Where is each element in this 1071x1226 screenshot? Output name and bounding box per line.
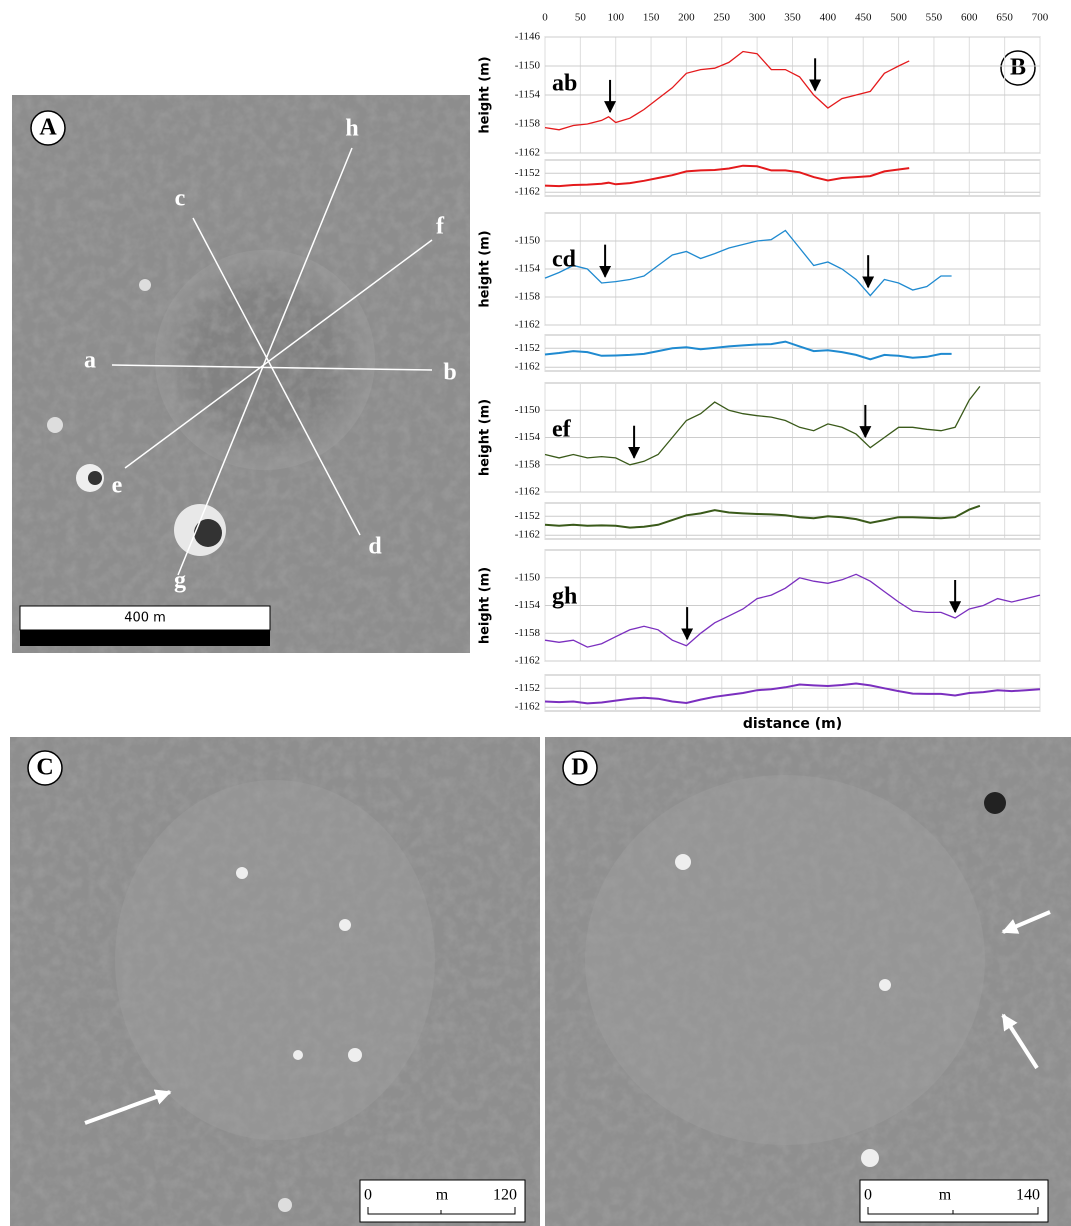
x-tick-label: 550 xyxy=(926,12,943,24)
y-tick-label: -1162 xyxy=(515,486,540,498)
profile-line xyxy=(545,52,909,130)
y-tick-label: -1154 xyxy=(515,431,541,443)
texture xyxy=(10,737,540,1226)
x-tick-label: 650 xyxy=(996,12,1013,24)
x-tick-label: 400 xyxy=(820,12,837,24)
profile-line xyxy=(545,386,980,464)
point-label: h xyxy=(345,116,358,142)
point-label: b xyxy=(443,360,456,386)
x-tick-label: 50 xyxy=(575,12,587,24)
panel-d: D 0 m 140 xyxy=(545,737,1071,1226)
point-label: g xyxy=(174,568,186,594)
figure: a b c d e f g h A 400 m B C 0 m 120 xyxy=(0,0,1071,1226)
profile-line xyxy=(545,166,909,186)
x-tick-label: 450 xyxy=(855,12,872,24)
point-label: e xyxy=(112,473,123,499)
profile-label: ef xyxy=(552,417,572,443)
x-tick-label: 100 xyxy=(607,12,624,24)
x-tick-label: 500 xyxy=(890,12,907,24)
scale-label: m xyxy=(436,1187,449,1204)
profile-label: ab xyxy=(552,71,577,97)
y-axis-label: height (m) xyxy=(478,567,493,644)
crater xyxy=(194,519,222,547)
x-tick-label: 150 xyxy=(643,12,660,24)
scale-bar xyxy=(20,630,270,646)
crater xyxy=(47,417,63,433)
y-tick-label: -1152 xyxy=(515,342,540,354)
panel-c: C 0 m 120 xyxy=(10,737,540,1226)
crater xyxy=(139,279,151,291)
crater xyxy=(984,792,1006,814)
x-tick-label: 0 xyxy=(542,12,548,24)
scale-label: 140 xyxy=(1016,1187,1040,1204)
y-tick-label: -1154 xyxy=(515,89,541,101)
panel-label: A xyxy=(39,115,57,141)
y-tick-label: -1154 xyxy=(515,599,541,611)
page: {"panels": { "A": {"label": "A", "points… xyxy=(0,0,1071,1226)
y-tick-label: -1158 xyxy=(515,118,541,130)
crater xyxy=(278,1198,292,1212)
profile-line xyxy=(545,342,952,360)
scale-label: 0 xyxy=(364,1187,372,1204)
crater xyxy=(675,854,691,870)
x-tick-label: 300 xyxy=(749,12,766,24)
x-tick-label: 250 xyxy=(714,12,731,24)
x-axis-label: distance (m) xyxy=(743,716,842,732)
y-axis-label: height (m) xyxy=(478,230,493,307)
y-tick-label: -1152 xyxy=(515,510,540,522)
x-tick-label: 200 xyxy=(678,12,695,24)
crater xyxy=(348,1048,362,1062)
y-tick-label: -1162 xyxy=(515,361,540,373)
y-tick-label: -1162 xyxy=(515,319,540,331)
y-tick-label: -1152 xyxy=(515,682,540,694)
crater xyxy=(861,1149,879,1167)
panel-a: a b c d e f g h A 400 m xyxy=(12,95,470,653)
y-tick-label: -1152 xyxy=(515,167,540,179)
y-tick-label: -1146 xyxy=(515,31,541,43)
y-tick-label: -1162 xyxy=(515,529,540,541)
point-label: c xyxy=(175,186,186,212)
y-tick-label: -1150 xyxy=(515,60,541,72)
panel-label: C xyxy=(36,755,53,781)
scale-label: m xyxy=(939,1187,952,1204)
y-tick-label: -1162 xyxy=(515,147,540,159)
y-tick-label: -1162 xyxy=(515,186,540,198)
y-axis-label: height (m) xyxy=(478,399,493,476)
point-label: d xyxy=(368,534,382,560)
x-tick-label: 350 xyxy=(784,12,801,24)
crater xyxy=(339,919,351,931)
scale-label: 120 xyxy=(493,1187,517,1204)
crater xyxy=(879,979,891,991)
y-tick-label: -1158 xyxy=(515,458,541,470)
point-label: a xyxy=(84,348,96,374)
profile-label: cd xyxy=(552,247,577,273)
y-axis-label: height (m) xyxy=(478,56,493,133)
scale-label: 0 xyxy=(864,1187,872,1204)
y-tick-label: -1150 xyxy=(515,404,541,416)
x-tick-label: 600 xyxy=(961,12,978,24)
texture xyxy=(12,95,470,653)
panel-label: D xyxy=(571,755,588,781)
x-tick-label: 700 xyxy=(1032,12,1049,24)
y-tick-label: -1158 xyxy=(515,291,541,303)
crater xyxy=(293,1050,303,1060)
crater xyxy=(88,471,102,485)
crater xyxy=(236,867,248,879)
panel-label: B xyxy=(1010,55,1026,81)
y-tick-label: -1162 xyxy=(515,701,540,713)
y-tick-label: -1154 xyxy=(515,263,541,275)
y-tick-label: -1150 xyxy=(515,571,541,583)
profile-label: gh xyxy=(552,584,577,610)
scale-label: 400 m xyxy=(124,611,166,626)
y-tick-label: -1158 xyxy=(515,627,541,639)
y-tick-label: -1150 xyxy=(515,235,541,247)
y-tick-label: -1162 xyxy=(515,655,540,667)
point-label: f xyxy=(436,214,445,240)
